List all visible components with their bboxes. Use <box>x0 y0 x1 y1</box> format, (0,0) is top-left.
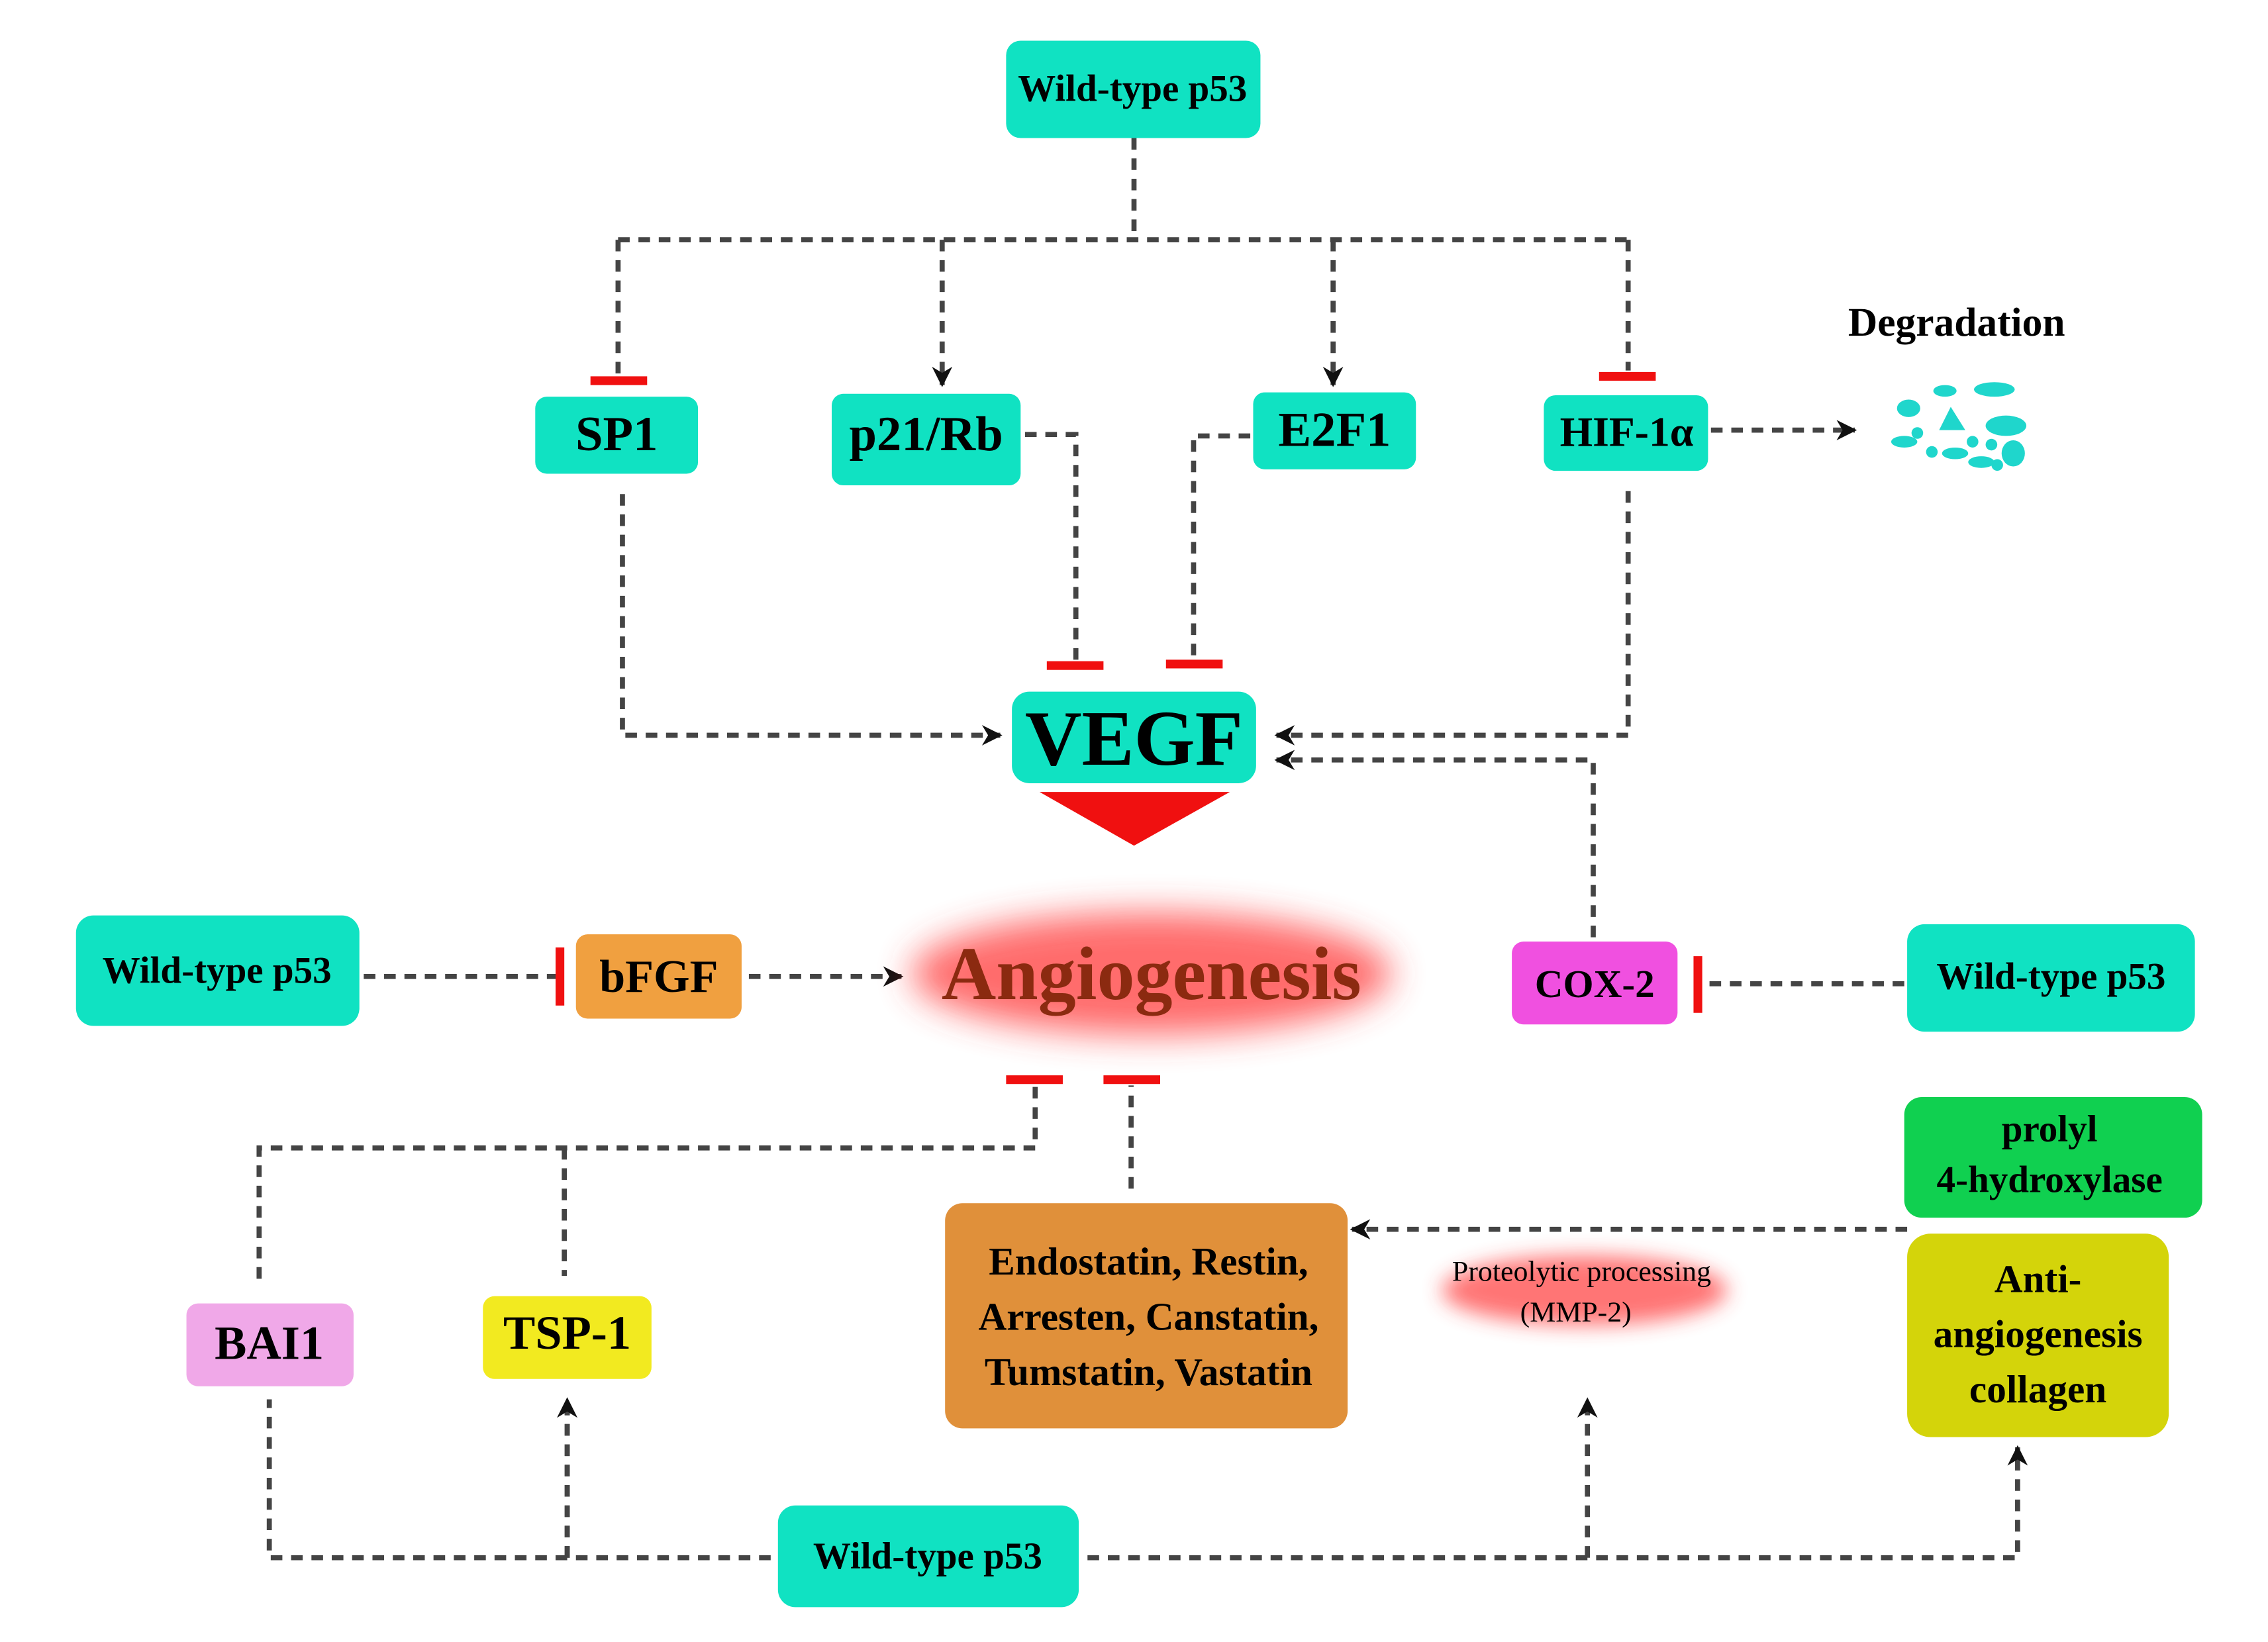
node-hif1a: HIF-1α <box>1544 395 1708 471</box>
node-bai1: BAI1 <box>186 1303 354 1386</box>
node-collagen: Anti- angiogenesis collagen <box>1907 1233 2169 1437</box>
connectors <box>256 138 2028 1561</box>
bai1-tsp1-to-angiogenesis-inhibit <box>256 1085 1038 1279</box>
label: HIF-1α <box>1560 408 1694 455</box>
hif-to-vegf-arrow <box>1274 491 1631 746</box>
label: TSP-1 <box>503 1306 631 1359</box>
label: bFGF <box>599 951 718 1002</box>
label-line-2: angiogenesis <box>1934 1312 2143 1356</box>
label: Wild-type p53 <box>1936 955 2165 997</box>
node-wt-left: Wild-type p53 <box>75 915 360 1026</box>
angiogenesis-glow <box>911 912 1391 1035</box>
angiogenesis-label: Angiogenesis <box>942 932 1361 1016</box>
label: E2F1 <box>1278 403 1391 458</box>
node-vegf: VEGF <box>1012 691 1256 846</box>
node-wt-right: Wild-type p53 <box>1907 924 2195 1032</box>
node-tsp1: TSP-1 <box>483 1296 652 1379</box>
node-endostatin: Endostatin, Restin, Arresten, Canstatin,… <box>945 1203 1348 1429</box>
label-line-3: Tumstatin, Vastatin <box>985 1350 1312 1394</box>
label: VEGF <box>1025 695 1243 782</box>
degradation-label: Degradation <box>1848 300 2065 345</box>
label-line-2: Arresten, Canstatin, <box>978 1294 1318 1338</box>
label: Wild-type p53 <box>103 950 332 992</box>
label-line-2: 4-hydroxylase <box>1937 1159 2163 1201</box>
wt-top-branch <box>618 138 1628 242</box>
vegf-down-triangle-icon <box>1039 792 1230 846</box>
node-wt-bottom: Wild-type p53 <box>777 1505 1079 1608</box>
node-wt-top: Wild-type p53 <box>1006 40 1261 138</box>
node-sp1: SP1 <box>535 397 699 474</box>
label: BAI1 <box>215 1316 324 1369</box>
label-line-1: Anti- <box>1995 1257 2082 1300</box>
cox2-to-vegf-arrow <box>1274 749 1596 938</box>
e2f1-to-vegf-inhibit <box>1191 433 1251 660</box>
label-line-1: Proteolytic processing <box>1452 1255 1711 1287</box>
label-line-1: Endostatin, Restin, <box>989 1239 1308 1283</box>
label-line-1: prolyl <box>2002 1108 2098 1150</box>
label: COX-2 <box>1535 962 1655 1006</box>
label: p21/Rb <box>850 407 1003 461</box>
sp1-to-vegf-arrow <box>620 494 1003 746</box>
label-line-2: (MMP-2) <box>1520 1296 1632 1328</box>
wt-to-collagen-arrow <box>1087 1445 2028 1561</box>
wt-to-bai1-tsp1-arrows <box>266 1399 771 1561</box>
node-prolyl-hydroxylase: prolyl 4-hydroxylase <box>1904 1096 2202 1218</box>
degradation-fragments-icon <box>1891 382 2027 471</box>
label: SP1 <box>575 407 658 461</box>
node-p21rb: p21/Rb <box>832 393 1021 486</box>
label: Wild-type p53 <box>1018 68 1247 109</box>
proteolytic-glow <box>1442 1255 1727 1326</box>
node-e2f1: E2F1 <box>1253 392 1416 469</box>
node-cox2: COX-2 <box>1512 942 1678 1025</box>
node-bfgf: bFGF <box>575 934 742 1019</box>
p21-to-vegf-inhibit <box>1024 432 1079 660</box>
inhibition-bars <box>556 371 1702 1085</box>
label-line-3: collagen <box>1969 1367 2106 1411</box>
node-proteolytic-processing: Proteolytic processing (MMP-2) <box>1452 1255 1711 1328</box>
label: Wild-type p53 <box>813 1535 1042 1577</box>
